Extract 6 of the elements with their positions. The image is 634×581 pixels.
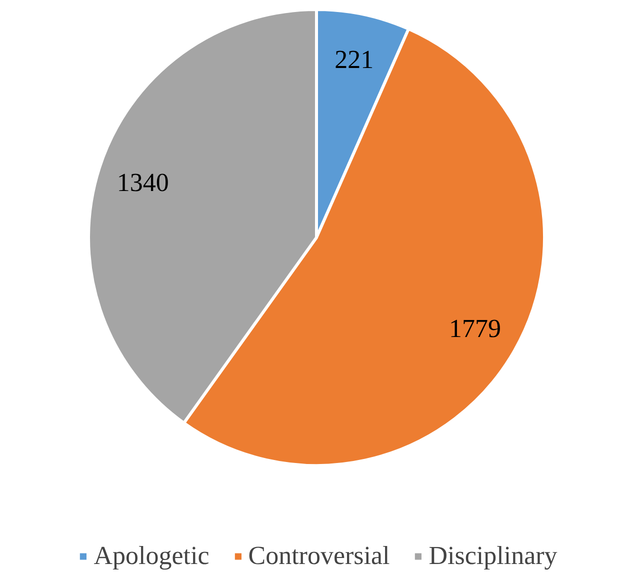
data-label: 1779 — [448, 314, 501, 343]
legend-label: Controversial — [248, 541, 390, 571]
data-label: 221 — [334, 45, 374, 74]
legend-label: Disciplinary — [428, 541, 558, 571]
legend-label: Apologetic — [94, 541, 210, 571]
data-label: 1340 — [116, 168, 169, 197]
